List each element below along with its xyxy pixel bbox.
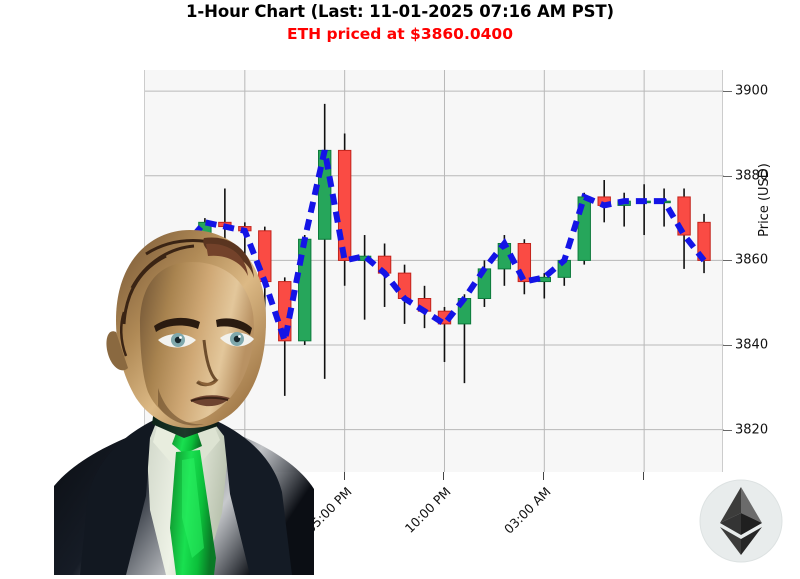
ethereum-logo: [697, 477, 785, 565]
y-axis-tick: [723, 429, 732, 431]
x-axis-tick: [343, 472, 345, 480]
x-axis-tick: [243, 472, 245, 480]
y-axis-title: Price (USD): [757, 163, 772, 237]
chart-title-block: 1-Hour Chart (Last: 11-01-2025 07:16 AM …: [0, 2, 800, 44]
y-axis-tick-label: 3860: [735, 252, 769, 268]
y-axis-tick: [723, 175, 732, 177]
x-axis-tick: [543, 472, 545, 480]
x-axis-tick-label: 10:00 PM: [402, 484, 455, 536]
y-axis-tick: [723, 345, 732, 347]
plot-svg: [145, 70, 724, 472]
candle-body: [158, 255, 172, 270]
x-axis-tick-label: 05:00 PM: [302, 484, 355, 536]
y-axis-tick-label: 3900: [735, 83, 769, 99]
candlestick-plot[interactable]: [144, 70, 724, 472]
ethereum-diamond-icon: [720, 487, 762, 555]
x-axis-tick: [643, 472, 645, 480]
close-price-line: [163, 149, 707, 353]
y-axis-tick-label: 3820: [735, 422, 769, 438]
candle-series: [158, 103, 711, 396]
y-axis-tick: [723, 260, 732, 262]
y-axis-tick: [723, 91, 732, 93]
x-axis-tick: [443, 472, 445, 480]
candle-body: [337, 149, 352, 261]
candle-body: [258, 230, 272, 283]
candle-body: [397, 272, 412, 300]
price-subtitle: ETH priced at $3860.0400: [287, 25, 513, 43]
y-axis-tick-label: 3880: [735, 168, 769, 184]
page-title: 1-Hour Chart (Last: 11-01-2025 07:16 AM …: [186, 2, 614, 21]
y-axis-tick-label: 3840: [735, 337, 769, 353]
x-axis-tick-label: 03:00 AM: [501, 484, 554, 537]
